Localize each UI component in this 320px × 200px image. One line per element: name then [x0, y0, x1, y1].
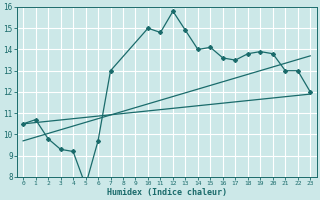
- X-axis label: Humidex (Indice chaleur): Humidex (Indice chaleur): [107, 188, 227, 197]
